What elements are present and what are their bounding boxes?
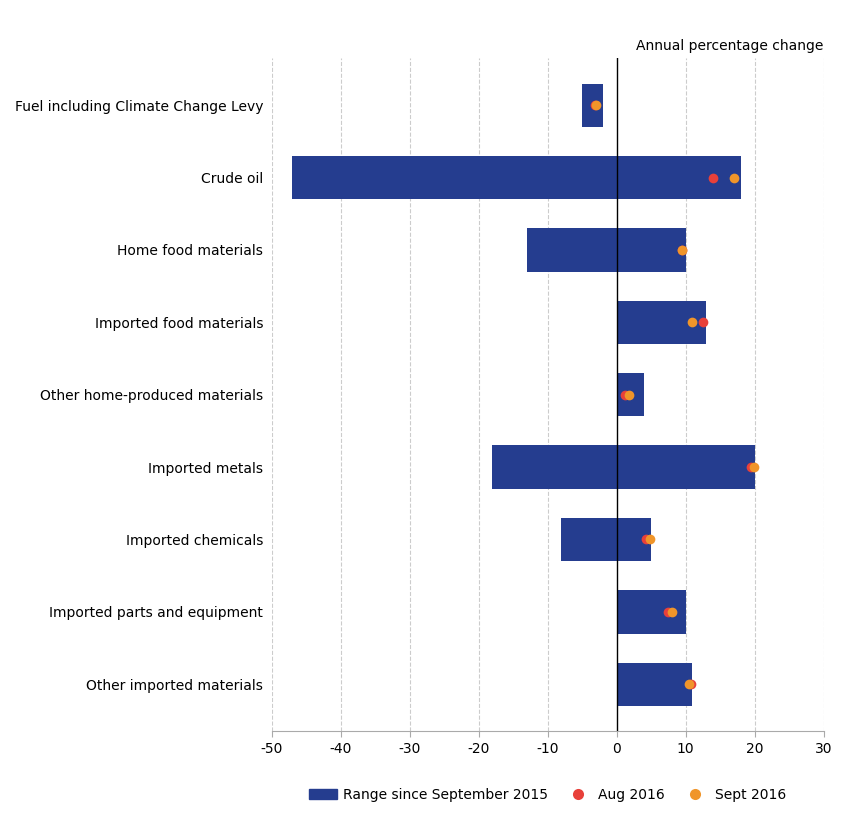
Bar (561, 518, 651, 561)
Bar (616, 373, 644, 416)
Legend: Range since September 2015, Aug 2016, Sept 2016: Range since September 2015, Aug 2016, Se… (309, 788, 786, 802)
Bar (616, 301, 706, 344)
Bar (292, 156, 740, 199)
Bar (616, 590, 685, 633)
Bar (616, 662, 693, 706)
Bar (582, 83, 603, 127)
Text: Annual percentage change: Annual percentage change (636, 39, 824, 53)
Bar (527, 229, 685, 272)
Bar (492, 445, 755, 489)
